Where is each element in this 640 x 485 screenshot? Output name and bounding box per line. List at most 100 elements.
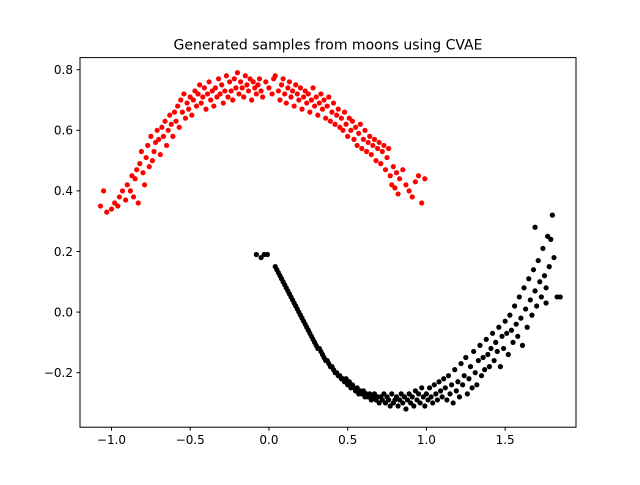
data-point: [101, 188, 107, 194]
data-point: [124, 182, 130, 188]
data-point: [264, 251, 270, 258]
data-point: [456, 394, 463, 400]
data-point: [363, 148, 370, 155]
axes-frame: [79, 57, 577, 428]
data-point: [538, 294, 544, 300]
data-point: [411, 403, 417, 409]
data-point: [532, 224, 538, 230]
data-point: [127, 188, 133, 194]
data-point: [489, 330, 496, 336]
data-point: [234, 70, 241, 76]
data-point: [524, 324, 530, 330]
data-point: [423, 391, 430, 397]
data-point: [359, 145, 365, 152]
data-point: [288, 94, 294, 100]
data-point: [523, 306, 529, 312]
data-point: [386, 397, 392, 403]
data-point: [478, 373, 485, 379]
y-tick-label: 0.4: [54, 184, 73, 198]
data-point: [146, 164, 152, 170]
data-point: [530, 267, 537, 273]
data-point: [403, 406, 409, 412]
data-point: [175, 103, 181, 109]
y-tick-label: 0.6: [54, 124, 73, 138]
data-point: [160, 133, 167, 139]
data-point: [162, 118, 168, 124]
data-point: [475, 357, 481, 364]
x-tick-label: 0.0: [259, 433, 278, 447]
data-point: [138, 148, 145, 155]
data-point: [164, 142, 170, 149]
data-point: [437, 388, 444, 394]
data-point: [461, 373, 467, 379]
data-point: [226, 79, 233, 85]
y-tick-label: −0.2: [44, 366, 73, 380]
data-point: [381, 142, 387, 149]
data-point: [145, 142, 151, 149]
data-point: [275, 88, 281, 94]
data-point: [409, 394, 415, 400]
data-point: [526, 276, 532, 282]
x-tick-label: 0.5: [338, 433, 357, 447]
y-tick-label: 0.2: [54, 245, 73, 259]
data-point: [513, 321, 519, 327]
data-point: [263, 79, 269, 85]
data-point: [316, 100, 322, 106]
data-point: [249, 97, 255, 103]
data-point: [258, 88, 264, 94]
data-point: [340, 127, 346, 133]
data-point: [434, 397, 441, 403]
data-point: [222, 88, 228, 94]
data-point: [426, 385, 433, 391]
data-point: [182, 115, 189, 121]
data-point: [382, 167, 389, 173]
data-point: [511, 303, 518, 309]
data-point: [130, 194, 137, 200]
data-point: [406, 188, 412, 194]
data-point: [521, 285, 527, 291]
data-point: [250, 79, 256, 85]
data-point: [417, 400, 423, 406]
data-point: [104, 209, 110, 215]
data-point: [156, 136, 162, 142]
data-point: [233, 85, 239, 91]
data-point: [502, 318, 508, 324]
data-point: [360, 136, 367, 142]
data-point: [319, 106, 326, 112]
data-point: [422, 403, 428, 409]
data-point: [299, 106, 305, 112]
data-point: [430, 400, 436, 406]
data-point: [549, 212, 555, 218]
data-point: [327, 118, 333, 124]
data-point: [157, 151, 163, 158]
data-point: [474, 382, 480, 388]
data-point: [535, 257, 541, 264]
data-point: [308, 97, 315, 103]
data-point: [471, 348, 477, 355]
data-point: [447, 391, 453, 397]
data-point: [260, 94, 266, 100]
data-point: [323, 115, 329, 121]
data-point: [422, 176, 428, 182]
data-point: [193, 103, 200, 109]
data-point: [211, 103, 217, 109]
data-point: [439, 394, 445, 400]
data-point: [444, 397, 450, 403]
data-point: [255, 82, 261, 88]
data-point: [397, 176, 403, 182]
data-point: [208, 97, 214, 103]
data-point: [367, 133, 373, 139]
data-point: [334, 112, 340, 118]
data-point: [519, 342, 526, 348]
data-point: [433, 391, 439, 397]
data-point: [297, 85, 304, 91]
data-point: [415, 391, 422, 397]
data-point: [149, 158, 156, 164]
data-point: [491, 357, 497, 364]
data-point: [143, 154, 149, 161]
data-point: [392, 185, 398, 191]
data-point: [384, 154, 390, 161]
data-point: [289, 88, 296, 94]
data-point: [195, 91, 201, 97]
x-tick-label: −0.5: [176, 433, 205, 447]
